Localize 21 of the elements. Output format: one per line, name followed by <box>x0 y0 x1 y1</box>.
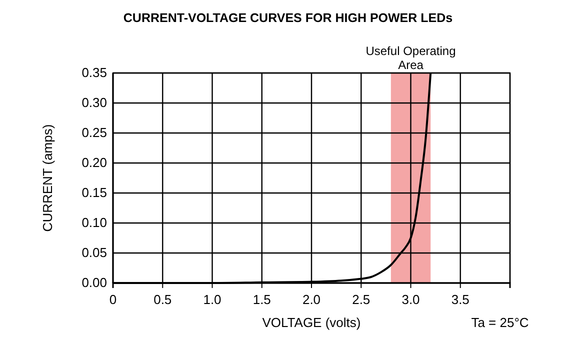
x-tick-label: 3.0 <box>402 292 420 307</box>
x-tick-label: 1.0 <box>203 292 222 307</box>
band-label: Useful Operating Area <box>366 44 456 72</box>
x-tick-label: 2.5 <box>352 292 370 307</box>
y-tick-label: 0.00 <box>82 275 107 290</box>
chart-title: CURRENT-VOLTAGE CURVES FOR HIGH POWER LEDs <box>123 11 453 25</box>
y-tick-label: 0.15 <box>82 185 107 200</box>
y-tick-label: 0.20 <box>82 155 107 170</box>
y-tick-label: 0.35 <box>82 65 107 80</box>
y-tick-label: 0.05 <box>82 245 107 260</box>
y-tick-label: 0.30 <box>82 95 107 110</box>
text: Ta = 25°C <box>471 315 529 330</box>
x-tick-label: 1.5 <box>252 292 271 307</box>
x-tick-label: 3.5 <box>451 292 470 307</box>
x-tick-label: 0.5 <box>154 292 172 307</box>
x-tick-label: 0 <box>109 292 117 307</box>
y-tick-label: 0.10 <box>82 215 107 230</box>
x-axis-title: VOLTAGE (volts) <box>262 315 361 330</box>
x-tick-label: 2.0 <box>302 292 321 307</box>
y-axis-title: CURRENT (amps) <box>40 124 55 232</box>
y-tick-label: 0.25 <box>82 125 107 140</box>
